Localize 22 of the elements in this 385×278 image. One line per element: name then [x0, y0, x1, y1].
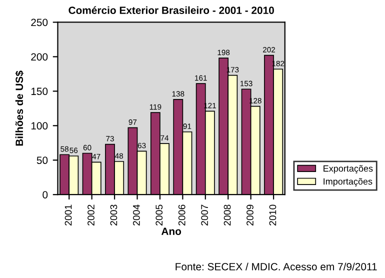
x-axis-title: Ano — [161, 228, 182, 235]
y-tick-label: 150 — [31, 88, 48, 96]
x-tick-label: 2004 — [132, 204, 140, 226]
x-tick-label: 2008 — [224, 204, 231, 226]
y-tick-label: 0 — [42, 191, 48, 198]
y-tick-label: 250 — [31, 18, 48, 26]
y-axis-title: Bilhões de US$ — [15, 70, 24, 146]
x-tick-label: 2002 — [88, 204, 94, 226]
x-tick-label: 2003 — [110, 204, 118, 226]
x-tick-label: 2009 — [246, 204, 254, 226]
x-tick-label: 2006 — [178, 204, 186, 226]
source-note: Fonte: SECEX / MDIC. Acesso em 7/9/2011 — [176, 262, 377, 270]
y-tick-label: 200 — [31, 53, 48, 61]
x-tick-label: 2010 — [269, 204, 276, 226]
x-tick-label: 2005 — [156, 204, 163, 226]
y-tick-label: 100 — [31, 122, 48, 130]
y-tick-label: 50 — [36, 156, 48, 164]
legend-label: Importações — [324, 178, 372, 186]
legend-label: Exportações — [324, 165, 373, 174]
x-tick-label: 2007 — [201, 204, 208, 226]
x-tick-label: 2001 — [64, 204, 72, 226]
chart-title: Comércio Exterior Brasileiro - 2001 - 2010 — [68, 6, 274, 14]
